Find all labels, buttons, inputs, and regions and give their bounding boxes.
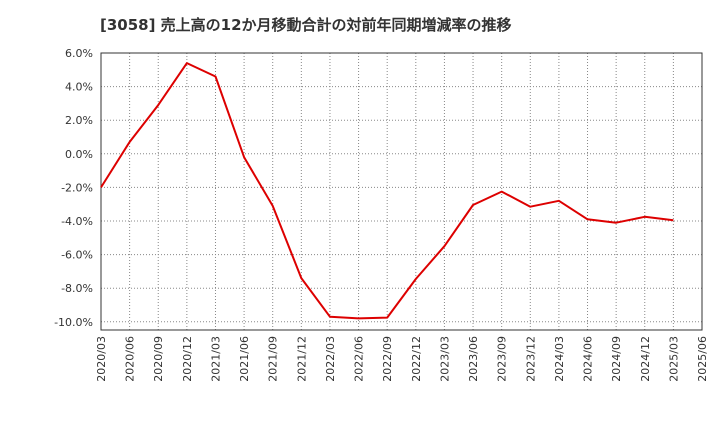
x-tick-label: 2023/09 [496, 336, 509, 382]
x-tick-label: 2021/06 [238, 336, 251, 382]
x-tick-label: 2023/12 [524, 336, 537, 382]
x-tick-label: 2020/03 [95, 336, 108, 382]
plot-border [100, 52, 703, 331]
x-tick-label: 2024/06 [582, 336, 595, 382]
y-tick-label: -8.0% [61, 282, 93, 295]
x-tick-label: 2023/03 [438, 336, 451, 382]
x-tick-label: 2021/12 [295, 336, 308, 382]
x-tick-label: 2020/06 [124, 336, 137, 382]
plot-area [101, 53, 702, 330]
chart-title: [3058] 売上高の12か月移動合計の対前年同期増減率の推移 [100, 16, 512, 34]
y-tick-label: 4.0% [65, 81, 93, 94]
y-tick-label: -6.0% [61, 249, 93, 262]
y-tick-label: 2.0% [65, 114, 93, 127]
x-tick-label: 2024/03 [553, 336, 566, 382]
y-tick-label: 0.0% [65, 148, 93, 161]
x-tick-label: 2020/09 [152, 336, 165, 382]
x-tick-label: 2020/12 [181, 336, 194, 382]
x-tick-label: 2025/06 [696, 336, 709, 382]
x-tick-label: 2023/06 [467, 336, 480, 382]
x-tick-label: 2022/09 [381, 336, 394, 382]
x-tick-label: 2025/03 [667, 336, 680, 382]
y-tick-label: -10.0% [54, 316, 93, 329]
y-tick-label: -4.0% [61, 215, 93, 228]
x-tick-label: 2022/06 [353, 336, 366, 382]
y-tick-label: -2.0% [61, 181, 93, 194]
x-tick-label: 2024/12 [639, 336, 652, 382]
x-tick-label: 2021/09 [267, 336, 280, 382]
series-line [100, 62, 674, 320]
x-tick-label: 2024/09 [610, 336, 623, 382]
x-tick-label: 2022/03 [324, 336, 337, 382]
x-tick-label: 2021/03 [209, 336, 222, 382]
x-tick-label: 2022/12 [410, 336, 423, 382]
y-tick-label: 6.0% [65, 47, 93, 60]
